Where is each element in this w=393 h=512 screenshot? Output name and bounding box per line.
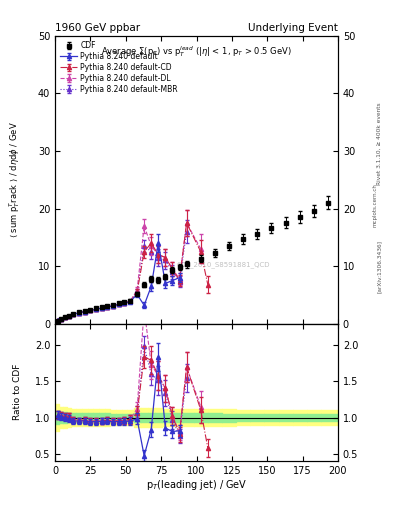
Text: Underlying Event: Underlying Event [248, 23, 338, 33]
Text: Average $\Sigma$(p$_T$) vs p$_T^{lead}$ ($|\eta|$ < 1, p$_T$ > 0.5 GeV): Average $\Sigma$(p$_T$) vs p$_T^{lead}$ … [101, 45, 292, 59]
Text: 1960 GeV ppbar: 1960 GeV ppbar [55, 23, 140, 33]
Legend: CDF, Pythia 8.240 default, Pythia 8.240 default-CD, Pythia 8.240 default-DL, Pyt: CDF, Pythia 8.240 default, Pythia 8.240 … [58, 39, 180, 96]
Text: Rivet 3.1.10, ≥ 400k events: Rivet 3.1.10, ≥ 400k events [377, 102, 382, 185]
Text: CDF_2010_S8591881_QCD: CDF_2010_S8591881_QCD [177, 261, 270, 268]
Text: mcplots.cern.ch: mcplots.cern.ch [373, 183, 378, 227]
Y-axis label: $\langle$ sum p$^{T}_{T}$rack $\rangle$ / d$\eta$d$\phi$ / GeV: $\langle$ sum p$^{T}_{T}$rack $\rangle$ … [7, 121, 22, 238]
Text: [arXiv:1306.3436]: [arXiv:1306.3436] [377, 240, 382, 293]
X-axis label: p$_T$(leading jet) / GeV: p$_T$(leading jet) / GeV [146, 478, 247, 493]
Y-axis label: Ratio to CDF: Ratio to CDF [13, 364, 22, 420]
